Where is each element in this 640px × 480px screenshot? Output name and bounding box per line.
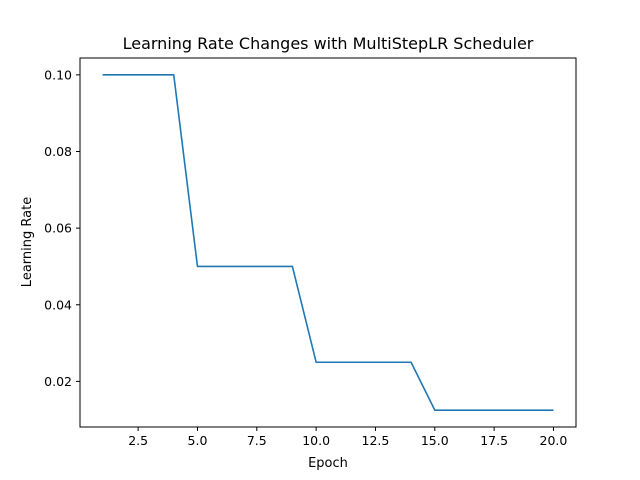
learning-rate-line <box>102 74 554 411</box>
x-tick-label: 2.5 <box>128 433 148 448</box>
x-tick-label: 15.0 <box>421 433 449 448</box>
x-tick-label: 10.0 <box>302 433 330 448</box>
x-tick-label: 17.5 <box>480 433 508 448</box>
y-tick-label: 0.04 <box>44 297 72 312</box>
x-axis-ticks: 2.5 5.0 7.5 10.0 12.5 15.0 17.5 20.0 <box>128 427 567 448</box>
x-tick-label: 20.0 <box>540 433 568 448</box>
y-tick-label: 0.08 <box>44 144 72 159</box>
series-layer <box>102 74 554 411</box>
y-axis-label: Learning Rate <box>20 197 35 287</box>
y-tick-label: 0.06 <box>44 221 72 236</box>
x-tick-label: 5.0 <box>188 433 208 448</box>
chart-title: Learning Rate Changes with MultiStepLR S… <box>123 34 534 53</box>
y-tick-label: 0.02 <box>44 374 72 389</box>
x-axis-label: Epoch <box>308 456 348 471</box>
y-axis-ticks: 0.02 0.04 0.06 0.08 0.10 <box>44 67 80 389</box>
plot-frame <box>79 57 577 428</box>
x-tick-label: 7.5 <box>247 433 267 448</box>
y-tick-label: 0.10 <box>44 67 72 82</box>
x-tick-label: 12.5 <box>362 433 390 448</box>
